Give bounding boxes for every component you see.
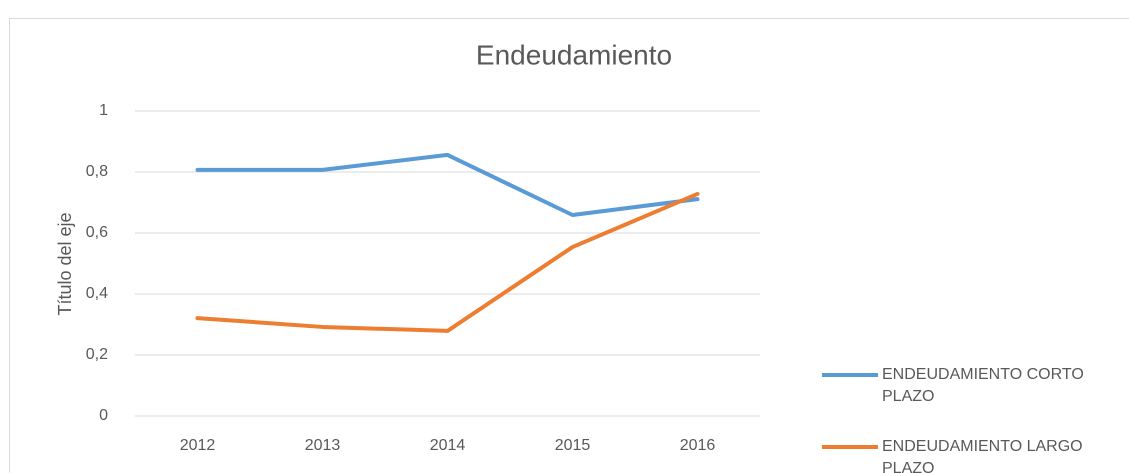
y-tick-label: 0,6 [86, 224, 108, 241]
y-tick-label: 0 [99, 407, 108, 424]
legend-label: ENDEUDAMIENTO CORTO PLAZO [882, 366, 1084, 405]
y-tick-label: 0,4 [86, 285, 108, 302]
x-tick-label: 2012 [180, 437, 216, 454]
chart-title: Endeudamiento [476, 39, 672, 70]
legend-label: ENDEUDAMIENTO LARGO PLAZO [882, 438, 1083, 473]
y-tick-label: 1 [99, 102, 108, 119]
series-line [195, 152, 700, 218]
x-tick-label: 2016 [680, 437, 716, 454]
series-line [195, 191, 700, 333]
y-tick-label: 0,2 [86, 346, 108, 363]
x-tick-label: 2015 [555, 437, 591, 454]
x-tick-label: 2013 [305, 437, 341, 454]
y-tick-label: 0,8 [86, 163, 108, 180]
y-axis-title: Título del eje [55, 212, 75, 315]
x-tick-label: 2014 [430, 437, 466, 454]
chart-border [9, 18, 1129, 473]
